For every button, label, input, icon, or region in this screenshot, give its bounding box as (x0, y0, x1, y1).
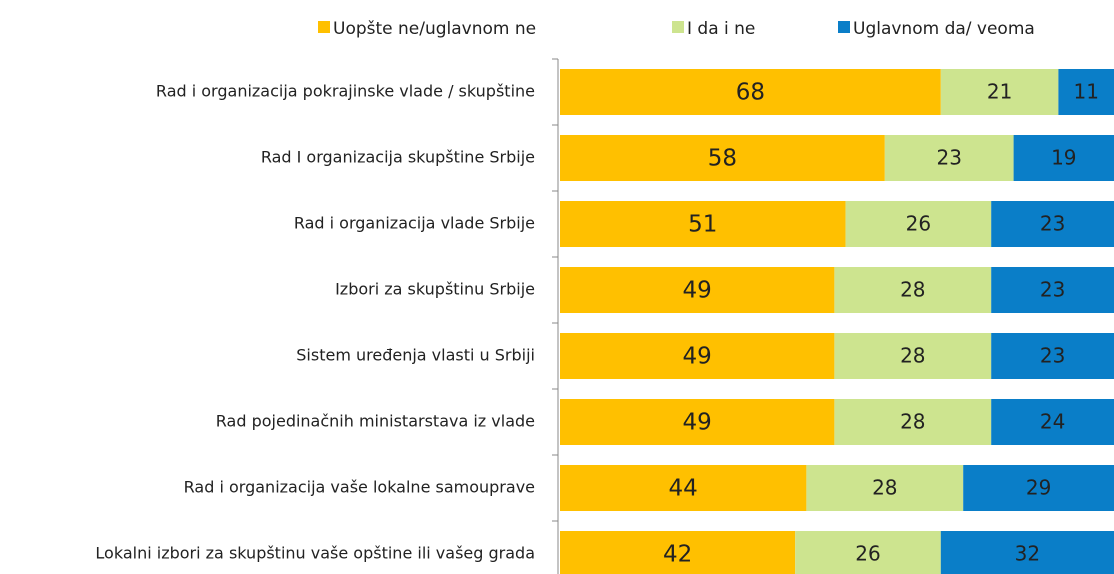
bar-segment (560, 201, 846, 247)
bar-segment (991, 333, 1114, 379)
legend-label: Uglavnom da/ veoma (853, 19, 1035, 39)
value-label: 23 (936, 146, 961, 170)
value-label: 29 (1026, 476, 1051, 500)
value-label: 49 (683, 410, 712, 436)
bar-segment (560, 399, 835, 445)
bar-segment (560, 69, 941, 115)
bar-segment (834, 399, 992, 445)
category-label: Lokalni izbori za skupštinu vaše opštine… (95, 544, 535, 563)
value-label: 68 (736, 80, 765, 106)
value-label: 49 (683, 344, 712, 370)
bar-segment (560, 465, 807, 511)
legend-swatch (838, 21, 850, 33)
value-label: 28 (900, 344, 925, 368)
bar-segment (560, 135, 885, 181)
bar-segment (940, 69, 1059, 115)
bar-segment (991, 267, 1114, 313)
category-label: Izbori za skupštinu Srbije (335, 280, 535, 299)
value-label: 23 (1040, 212, 1065, 236)
value-label: 28 (872, 476, 897, 500)
value-label: 44 (669, 476, 698, 502)
category-label: Rad i organizacija vlade Srbije (294, 214, 535, 233)
category-label: Rad i organizacija pokrajinske vlade / s… (156, 82, 535, 101)
bar-segment (991, 201, 1114, 247)
category-label: Rad I organizacija skupštine Srbije (261, 148, 535, 167)
bar-segment (834, 333, 992, 379)
value-label: 21 (987, 80, 1012, 104)
bar-segment (795, 531, 941, 574)
bar-segment (991, 399, 1114, 445)
value-label: 49 (683, 278, 712, 304)
bar-segment (1013, 135, 1114, 181)
value-label: 51 (688, 212, 717, 238)
value-label: 28 (900, 278, 925, 302)
value-label: 11 (1073, 80, 1098, 104)
value-label: 24 (1040, 410, 1065, 434)
value-label: 19 (1051, 146, 1076, 170)
legend-swatch (318, 21, 330, 33)
legend-label: I da i ne (687, 19, 755, 39)
bar-segment (560, 531, 796, 574)
value-label: 26 (855, 542, 880, 566)
bar-segment (845, 201, 992, 247)
bar-segment (940, 531, 1114, 574)
value-label: 32 (1015, 542, 1040, 566)
bar-segment (560, 267, 835, 313)
legend-swatch (672, 21, 684, 33)
category-label: Rad pojedinačnih ministarstava iz vlade (216, 412, 535, 431)
bar-segment (884, 135, 1014, 181)
value-label: 58 (708, 146, 737, 172)
value-label: 23 (1040, 344, 1065, 368)
category-label: Sistem uređenja vlasti u Srbiji (296, 346, 535, 365)
bar-segment (1058, 69, 1114, 115)
value-label: 23 (1040, 278, 1065, 302)
bar-segment (560, 333, 835, 379)
bar-segment (834, 267, 992, 313)
legend-label: Uopšte ne/uglavnom ne (333, 19, 536, 39)
category-label: Rad i organizacija vaše lokalne samoupra… (184, 478, 535, 497)
value-label: 28 (900, 410, 925, 434)
bar-segment (963, 465, 1114, 511)
value-label: 42 (663, 542, 692, 568)
value-label: 26 (906, 212, 931, 236)
bar-segment (806, 465, 964, 511)
